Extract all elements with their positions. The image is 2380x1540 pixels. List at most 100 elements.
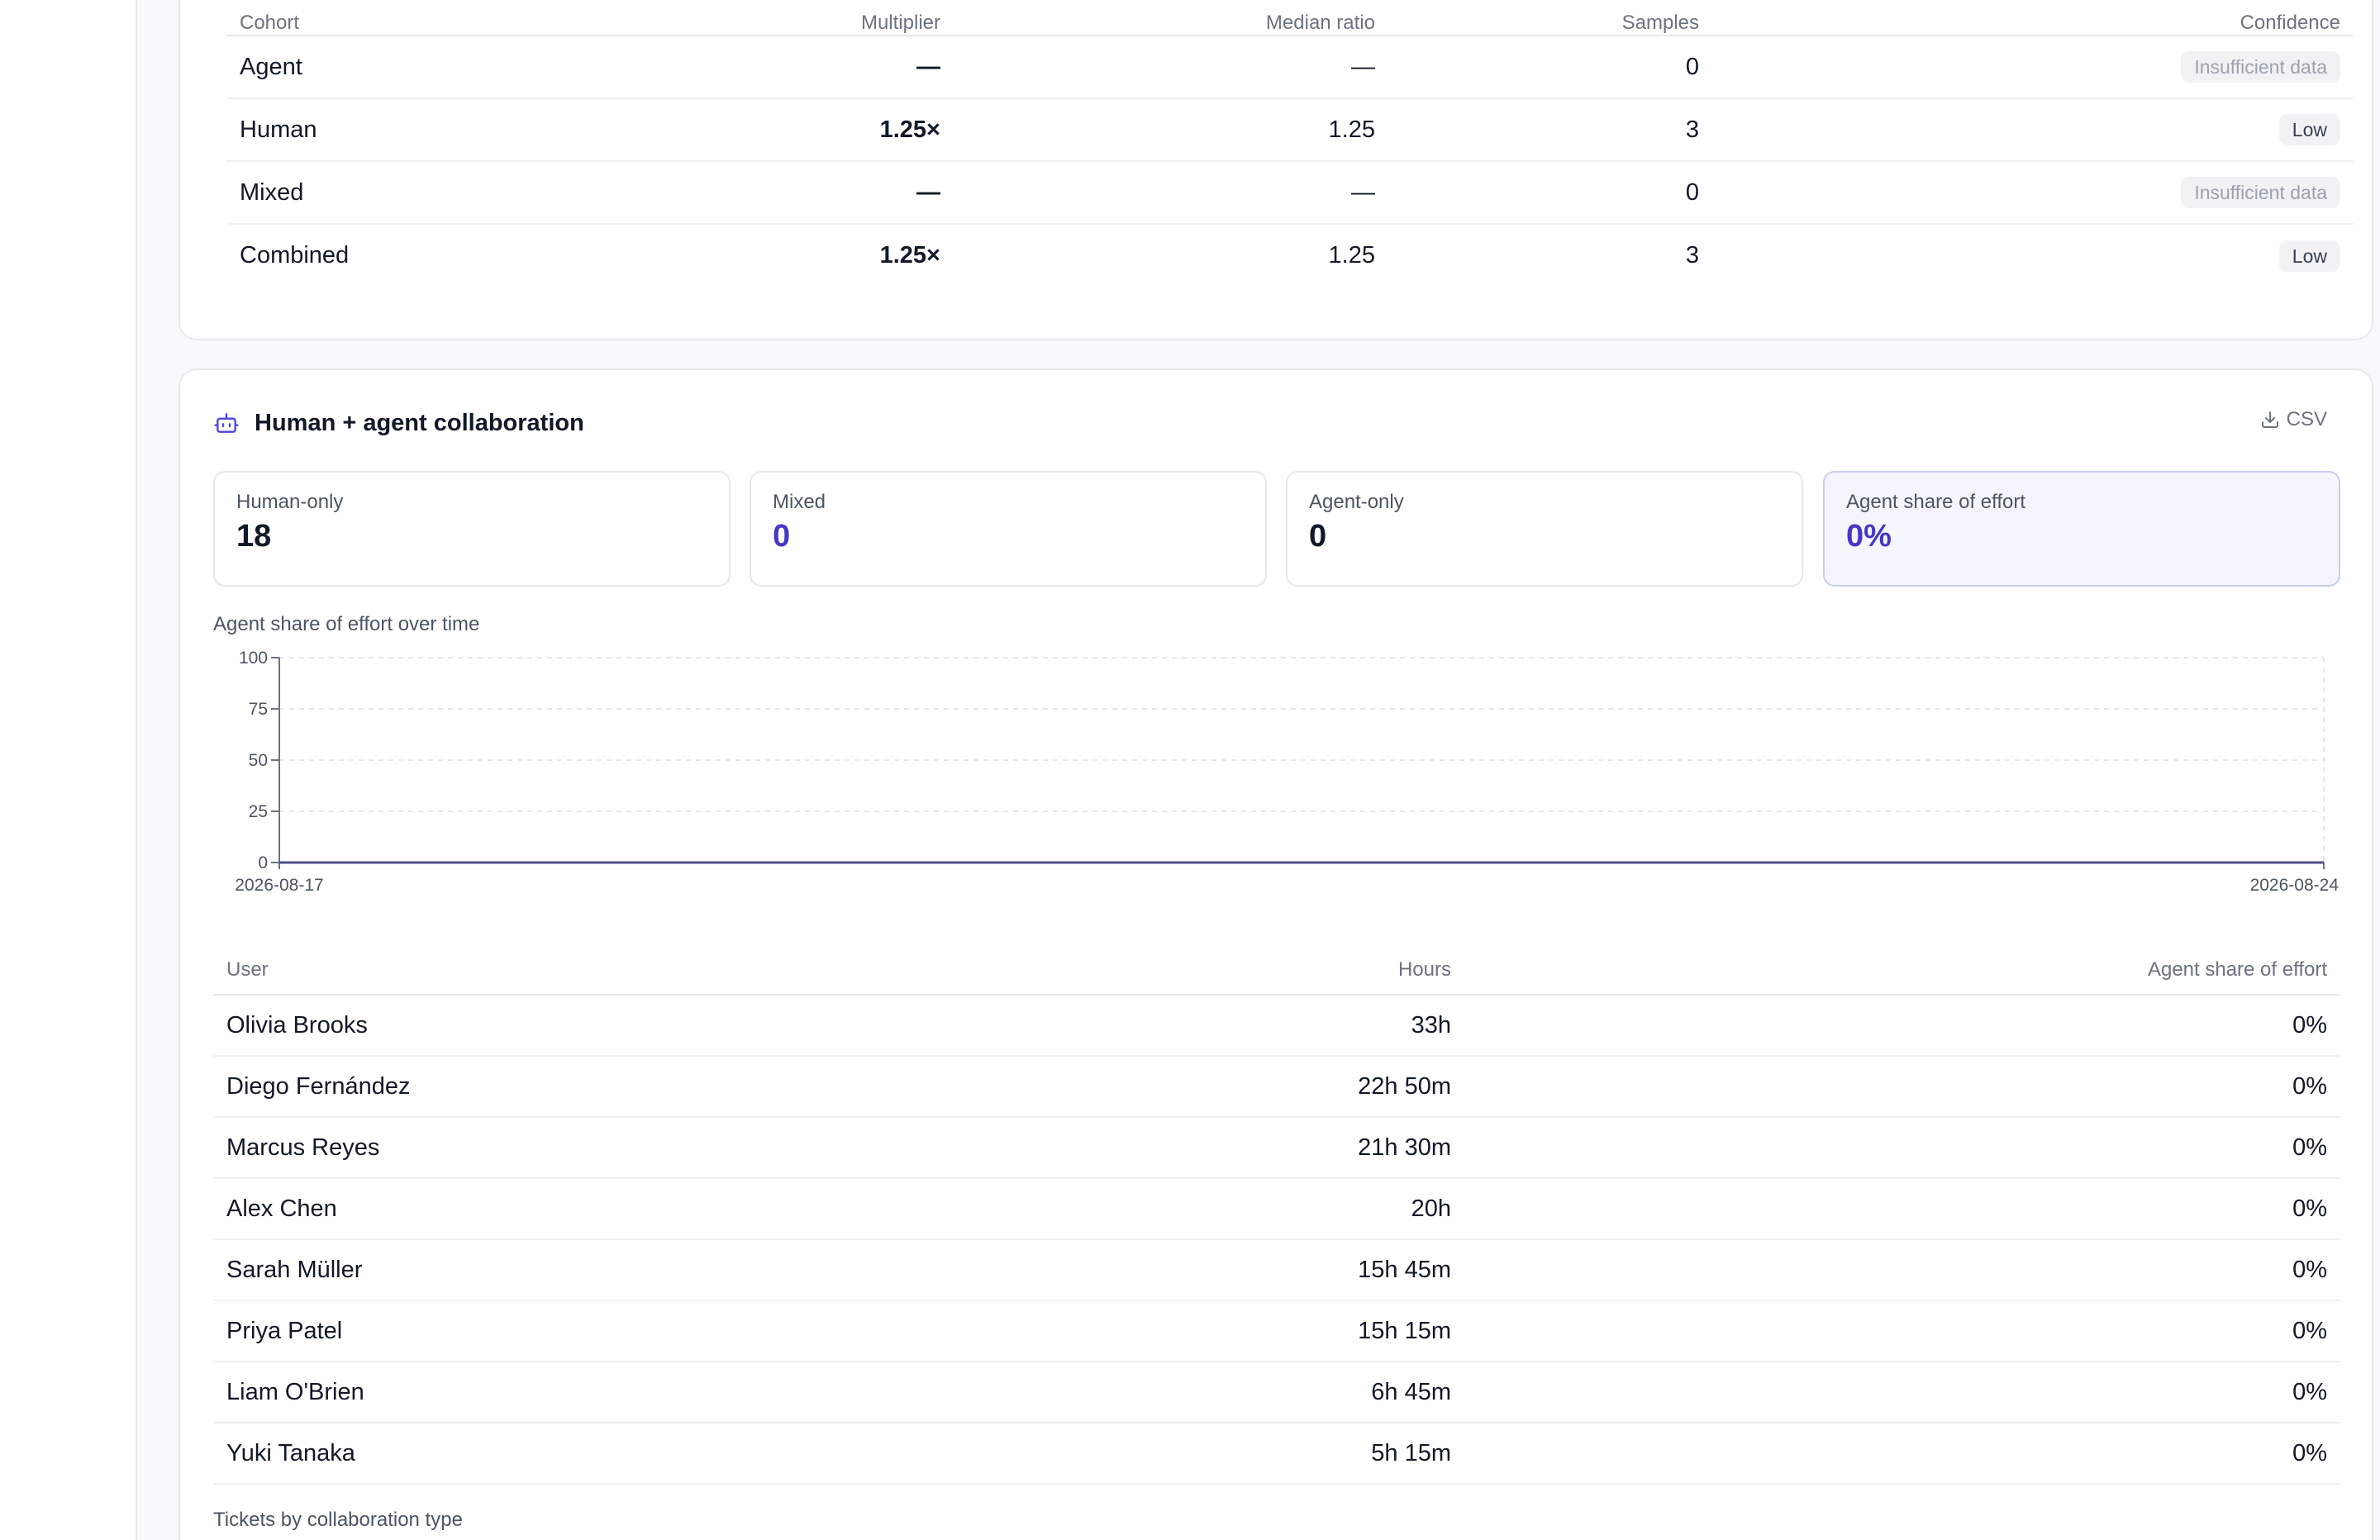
tickets-caption: Tickets by collaboration type	[213, 1509, 463, 1531]
user-name: Diego Fernández	[213, 1056, 1122, 1118]
cohort-multiplier: —	[557, 161, 954, 225]
chart-svg: 0 25 50 75 100 2026-08-17 2026-08-24	[235, 649, 2339, 895]
cohort-name: Combined	[240, 242, 350, 269]
cohort-name: Human	[226, 98, 557, 162]
csv-download-button[interactable]: CSV	[2260, 408, 2327, 431]
col-header-hours[interactable]: Hours	[1122, 945, 1464, 996]
table-row: Agent — — 0 Insufficient data	[226, 36, 2354, 99]
cohort-name: Mixed	[226, 161, 557, 225]
cohort-samples: 3	[1685, 242, 1699, 269]
table-row: Sarah Müller 15h 45m 0%	[213, 1239, 2340, 1301]
table-row: Marcus Reyes 21h 30m 0%	[213, 1117, 2340, 1179]
stat-value: 0	[1309, 519, 1327, 554]
user-agent-share: 0%	[1464, 1423, 2340, 1485]
table-row: Diego Fernández 22h 50m 0%	[213, 1056, 2340, 1118]
cohort-multiplier: —	[557, 36, 954, 99]
cohort-median-ratio: —	[954, 36, 1388, 99]
table-row: Alex Chen 20h 0%	[213, 1178, 2340, 1240]
download-icon	[2261, 411, 2278, 428]
stat-card-mixed: Mixed 0	[750, 471, 1267, 587]
user-agent-share: 0%	[1464, 1178, 2340, 1240]
cohort-median-ratio: 1.25	[1328, 242, 1375, 269]
cohort-name: Agent	[226, 36, 557, 99]
col-header-cohort[interactable]: Cohort	[226, 2, 557, 36]
y-tick-label: 25	[249, 802, 268, 821]
stat-card-agent-share: Agent share of effort 0%	[1823, 471, 2340, 587]
col-header-median-ratio[interactable]: Median ratio	[954, 2, 1388, 36]
user-hours: 15h 15m	[1122, 1300, 1464, 1362]
user-hours: 15h 45m	[1122, 1239, 1464, 1301]
user-hours: 6h 45m	[1122, 1362, 1464, 1424]
left-rail	[0, 0, 137, 1540]
stat-card-agent-only: Agent-only 0	[1286, 471, 1803, 587]
stat-card-human-only: Human-only 18	[213, 471, 731, 587]
cohort-confidence-cell: Low	[1712, 224, 2354, 287]
user-agent-share: 0%	[1464, 995, 2340, 1057]
user-agent-share: 0%	[1464, 1117, 2340, 1179]
user-agent-share: 0%	[1464, 1239, 2340, 1301]
table-row: Priya Patel 15h 15m 0%	[213, 1300, 2340, 1362]
cohort-samples: 0	[1388, 161, 1712, 225]
user-agent-share: 0%	[1464, 1300, 2340, 1362]
user-name: Olivia Brooks	[213, 995, 1122, 1057]
users-table: User Hours Agent share of effort Olivia …	[213, 945, 2340, 1485]
cohort-confidence-cell: Low	[1712, 98, 2354, 162]
main-content: Cohort Multiplier Median ratio Samples C…	[137, 0, 2380, 1540]
stat-label: Agent-only	[1309, 491, 1404, 513]
y-tick-label: 75	[249, 700, 268, 719]
cohort-table-header: Cohort Multiplier Median ratio Samples C…	[226, 2, 2354, 36]
chart-caption: Agent share of effort over time	[213, 613, 480, 635]
cohort-samples: 3	[1388, 98, 1712, 162]
table-row: Yuki Tanaka 5h 15m 0%	[213, 1423, 2340, 1485]
x-tick-label: 2026-08-17	[235, 876, 323, 895]
user-name: Yuki Tanaka	[213, 1423, 1122, 1485]
y-tick-label: 50	[249, 751, 268, 770]
cohort-confidence-cell: Insufficient data	[1712, 161, 2354, 225]
stat-label: Mixed	[773, 491, 826, 513]
cohort-multiplier: 1.25×	[879, 242, 940, 269]
user-name: Alex Chen	[213, 1178, 1122, 1240]
section-title: Human + agent collaboration	[255, 409, 584, 436]
y-tick-label: 0	[258, 853, 268, 872]
cohort-table: Cohort Multiplier Median ratio Samples C…	[226, 2, 2354, 287]
cohort-median-ratio: 1.25	[954, 98, 1388, 162]
col-header-agent-share[interactable]: Agent share of effort	[1464, 945, 2340, 996]
user-hours: 22h 50m	[1122, 1056, 1464, 1118]
cohort-confidence-cell: Insufficient data	[1712, 36, 2354, 99]
robot-icon	[214, 413, 239, 433]
user-name: Liam O'Brien	[213, 1362, 1122, 1424]
stat-label: Agent share of effort	[1846, 491, 2026, 513]
y-tick-label: 100	[239, 649, 268, 668]
section-header: Human + agent collaboration	[213, 406, 584, 440]
table-row: Mixed — — 0 Insufficient data	[226, 161, 2354, 225]
col-header-confidence[interactable]: Confidence	[1712, 2, 2354, 36]
table-row: Combined 1.25× 1.25 3 Low	[226, 224, 2354, 287]
user-agent-share: 0%	[1464, 1362, 2340, 1424]
cohort-median-ratio: —	[954, 161, 1388, 225]
stat-value: 18	[236, 519, 272, 554]
confidence-badge: Low	[2278, 240, 2340, 272]
user-hours: 21h 30m	[1122, 1117, 1464, 1179]
stat-value: 0	[773, 519, 791, 554]
user-name: Sarah Müller	[213, 1239, 1122, 1301]
cohort-card: Cohort Multiplier Median ratio Samples C…	[178, 0, 2373, 340]
col-header-user[interactable]: User	[213, 945, 1122, 996]
collaboration-card: Human + agent collaboration CSV Human-on…	[178, 368, 2373, 1540]
user-hours: 5h 15m	[1122, 1423, 1464, 1485]
user-name: Priya Patel	[213, 1300, 1122, 1362]
col-header-multiplier[interactable]: Multiplier	[557, 2, 954, 36]
users-table-header: User Hours Agent share of effort	[213, 945, 2340, 996]
user-agent-share: 0%	[1464, 1056, 2340, 1118]
stat-value: 0%	[1846, 519, 1892, 554]
user-hours: 33h	[1122, 995, 1464, 1057]
table-row: Human 1.25× 1.25 3 Low	[226, 98, 2354, 162]
table-row: Olivia Brooks 33h 0%	[213, 995, 2340, 1057]
col-header-samples[interactable]: Samples	[1388, 2, 1712, 36]
stat-label: Human-only	[236, 491, 344, 513]
stat-cards: Human-only 18 Mixed 0 Agent-only 0 Agent…	[213, 471, 2340, 587]
table-row: Liam O'Brien 6h 45m 0%	[213, 1362, 2340, 1424]
cohort-samples: 0	[1388, 36, 1712, 99]
agent-share-chart: 0 25 50 75 100 2026-08-17 2026-08-24	[213, 649, 2345, 895]
confidence-badge: Insufficient data	[2181, 177, 2340, 208]
user-name: Marcus Reyes	[213, 1117, 1122, 1179]
